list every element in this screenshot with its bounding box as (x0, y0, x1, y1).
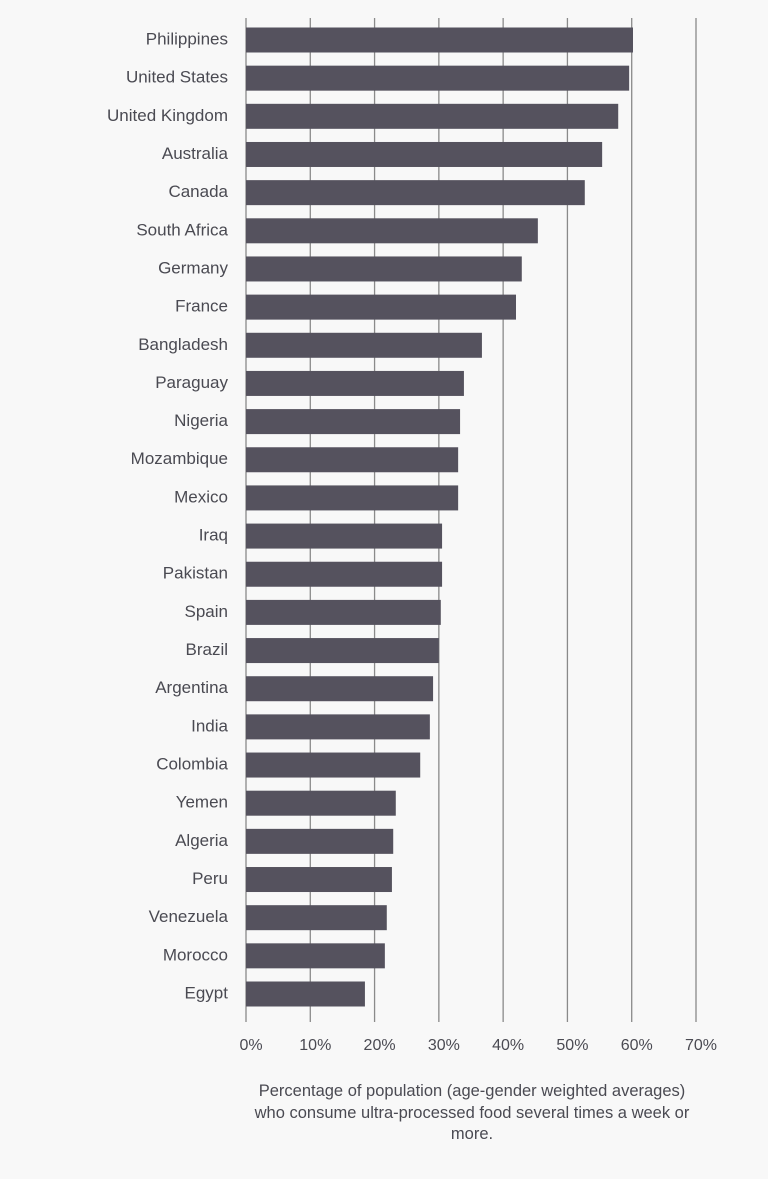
y-tick-label: Morocco (163, 945, 228, 964)
bar (246, 141, 603, 167)
y-tick-label: Paraguay (155, 373, 228, 392)
bar (246, 370, 464, 396)
x-tick-label: 20% (364, 1037, 396, 1054)
x-tick-label: 10% (299, 1037, 331, 1054)
y-tick-label: Germany (158, 258, 228, 277)
y-tick-label: Algeria (175, 831, 228, 850)
x-tick-label: 30% (428, 1037, 460, 1054)
bar (246, 943, 385, 969)
bar (246, 790, 396, 816)
bar (246, 27, 633, 53)
y-tick-label: Venezuela (149, 907, 229, 926)
y-tick-label: Mozambique (131, 449, 228, 468)
x-tick-label: 0% (239, 1037, 262, 1054)
y-tick-label: Pakistan (163, 564, 228, 583)
bar (246, 561, 443, 587)
bar (246, 867, 392, 893)
bar (246, 256, 522, 282)
y-tick-label: Egypt (185, 983, 229, 1002)
x-tick-label: 60% (621, 1037, 653, 1054)
bar (246, 752, 421, 778)
y-tick-label: Brazil (185, 640, 228, 659)
y-tick-label: Canada (168, 182, 228, 201)
y-tick-label: Yemen (176, 793, 228, 812)
bar (246, 218, 538, 244)
bar (246, 905, 387, 931)
bar (246, 638, 439, 664)
bar (246, 294, 516, 320)
bar (246, 103, 619, 129)
bar (246, 485, 459, 511)
y-tick-label: India (191, 716, 228, 735)
bar (246, 409, 461, 435)
bar (246, 180, 585, 206)
bar (246, 676, 434, 702)
bar (246, 332, 482, 358)
y-tick-label: United Kingdom (107, 106, 228, 125)
y-tick-label: United States (126, 68, 228, 87)
x-tick-label: 50% (556, 1037, 588, 1054)
x-axis-title: Percentage of population (age-gender wei… (254, 1082, 690, 1143)
bar (246, 828, 394, 854)
bar (246, 981, 365, 1007)
y-tick-label: South Africa (136, 220, 228, 239)
bar (246, 523, 443, 549)
y-tick-label: Philippines (146, 29, 228, 48)
y-tick-label: Argentina (155, 678, 228, 697)
y-tick-label: France (175, 297, 228, 316)
x-tick-label: 40% (492, 1037, 524, 1054)
bar (246, 447, 459, 473)
y-tick-label: Mexico (174, 487, 228, 506)
y-tick-label: Spain (185, 602, 228, 621)
y-tick-label: Iraq (199, 526, 228, 545)
y-tick-label: Australia (162, 144, 229, 163)
x-tick-label: 70% (685, 1037, 717, 1054)
y-tick-label: Nigeria (174, 411, 228, 430)
y-tick-label: Bangladesh (138, 335, 228, 354)
y-tick-label: Peru (192, 869, 228, 888)
bar (246, 599, 441, 625)
bar (246, 714, 430, 740)
y-tick-label: Colombia (156, 755, 228, 774)
bar (246, 65, 630, 91)
